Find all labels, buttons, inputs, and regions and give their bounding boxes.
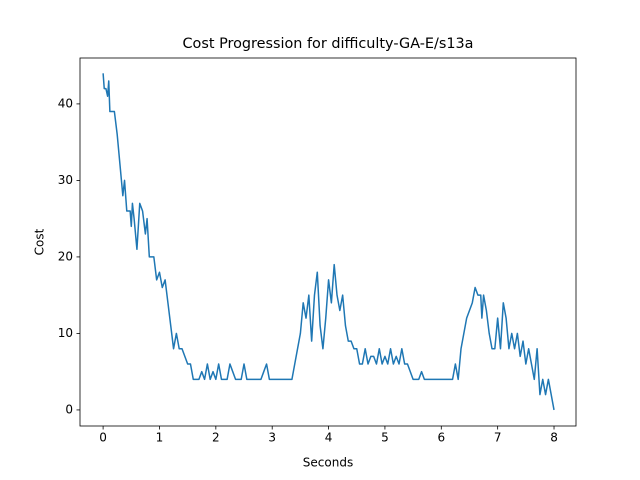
- x-axis-label: Seconds: [303, 456, 353, 470]
- x-tick-label: 3: [268, 431, 276, 445]
- y-tick-label: 10: [58, 326, 73, 340]
- y-tick-label: 30: [58, 173, 73, 187]
- x-tick-label: 4: [325, 431, 333, 445]
- x-tick-label: 6: [437, 431, 445, 445]
- y-tick-label: 0: [65, 402, 73, 416]
- x-tick-label: 5: [381, 431, 389, 445]
- y-axis-label: Cost: [33, 228, 47, 255]
- x-tick-label: 8: [550, 431, 558, 445]
- y-tick-label: 20: [58, 249, 73, 263]
- x-tick-label: 0: [99, 431, 107, 445]
- plot-frame: [79, 57, 577, 427]
- x-tick-label: 2: [212, 431, 220, 445]
- y-tick-label: 40: [58, 96, 73, 110]
- chart-title: Cost Progression for difficulty-GA-E/s13…: [183, 36, 474, 52]
- x-tick-label: 1: [156, 431, 164, 445]
- line-series: [102, 73, 555, 411]
- x-tick-label: 7: [494, 431, 502, 445]
